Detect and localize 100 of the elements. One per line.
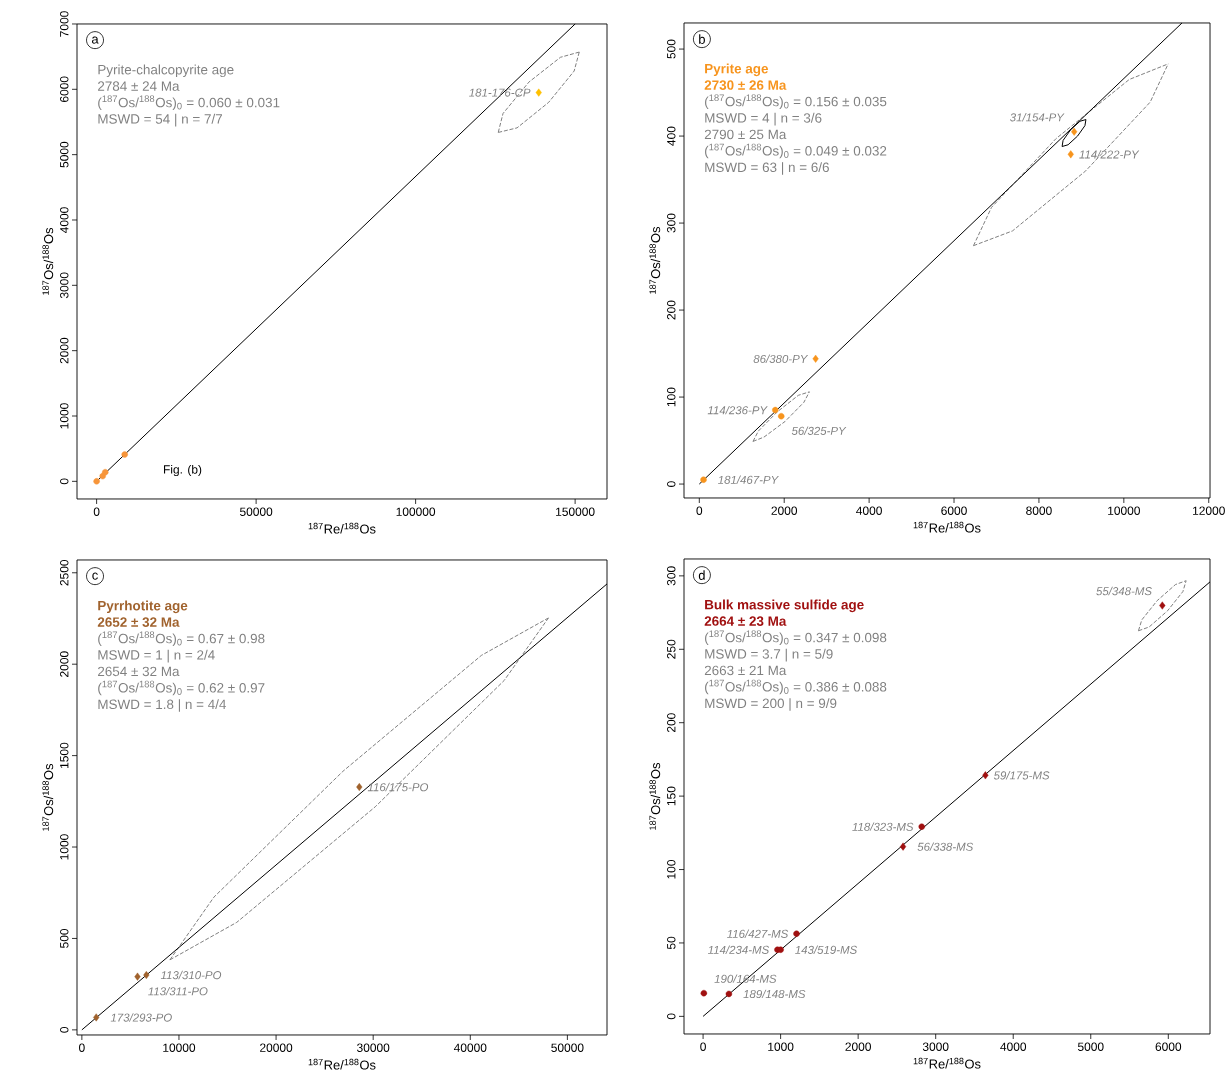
annotation: 2654 ± 32 Ma bbox=[98, 666, 180, 677]
annotation: ($^{187}$Os/$^{188}$Os)$_{0}$ = 0.049 ± 0.032 bbox=[705, 143, 887, 159]
annotation: ($^{187}$Os/$^{188}$Os)$_{0}$ = 0.67 ± 0.98 bbox=[98, 631, 265, 646]
y-axis-title: $^{187}$Os/$^{188}$Os bbox=[42, 763, 54, 831]
text: 2730 ± 26 Ma bbox=[704, 80, 787, 90]
y-tick-label: 5000 bbox=[60, 141, 69, 168]
y-tick-label: 1000 bbox=[60, 834, 69, 860]
annotation: d bbox=[698, 570, 705, 580]
y-tick-label: 500 bbox=[60, 928, 69, 948]
x-tick-label: 12000 bbox=[1193, 506, 1225, 515]
text: Pyrite age bbox=[705, 63, 769, 77]
annotation: ($^{187}$Os/$^{188}$Os)$_{0}$ = 0.386 ± 0.088 bbox=[705, 679, 887, 695]
y-tick-label: 1000 bbox=[60, 403, 69, 429]
y-tick-label: 250 bbox=[667, 639, 676, 659]
y-tick-label: 200 bbox=[667, 300, 676, 320]
x-tick-label: 10000 bbox=[1108, 506, 1140, 515]
text: 2664 ± 23 Ma bbox=[704, 616, 787, 626]
y-tick-label: 0 bbox=[60, 1027, 69, 1033]
x-tick-label: 5000 bbox=[1077, 1042, 1104, 1051]
annotation: 2784 ± 24 Ma bbox=[98, 81, 180, 91]
annotation: 2790 ± 25 Ma bbox=[704, 129, 787, 140]
x-tick-label: 2000 bbox=[771, 506, 798, 515]
y-tick-label: 100 bbox=[667, 387, 676, 407]
y-tick-label: 6000 bbox=[60, 76, 69, 102]
x-tick-label: 4000 bbox=[1000, 1042, 1027, 1051]
y-tick-label: 0 bbox=[667, 1013, 676, 1020]
annotation: ($^{187}$Os/$^{188}$Os)$_{0}$ = 0.347 ± 0.098 bbox=[705, 630, 887, 645]
y-tick-label: 300 bbox=[667, 213, 676, 233]
y-tick-label: 1500 bbox=[60, 742, 69, 768]
x-tick-label: 150000 bbox=[556, 507, 595, 516]
x-tick-label: 50000 bbox=[239, 507, 273, 516]
x-tick-label: 6000 bbox=[1155, 1042, 1182, 1051]
y-tick-label: 7000 bbox=[60, 11, 69, 37]
x-tick-label: 2000 bbox=[845, 1042, 871, 1051]
annotation: 116/175-PO bbox=[367, 782, 429, 792]
x-tick-label: 3000 bbox=[922, 1042, 949, 1051]
x-tick-label: 0 bbox=[79, 1043, 85, 1052]
x-tick-label: 100000 bbox=[396, 507, 436, 516]
text: Bulk massive sulfide age bbox=[705, 599, 864, 613]
y-tick-label: 0 bbox=[667, 481, 676, 487]
x-axis-title: $^{187}$Re/$^{188}$Os bbox=[913, 1057, 981, 1069]
annotation: a bbox=[91, 36, 99, 44]
x-tick-label: 1000 bbox=[768, 1042, 794, 1051]
annotation: 118/323-MS bbox=[852, 822, 914, 831]
text: Pyrrhotite age bbox=[98, 600, 188, 614]
annotation: 143/519-MS bbox=[795, 945, 858, 954]
annotation: c bbox=[92, 572, 98, 580]
annotation: 55/348-MS bbox=[1096, 586, 1152, 596]
y-tick-label: 2000 bbox=[60, 651, 69, 677]
annotation: b bbox=[699, 34, 705, 44]
annotation: 59/175-MS bbox=[993, 771, 1050, 780]
annotation: Pyrite-chalcopyrite age bbox=[98, 64, 234, 78]
y-tick-label: 2500 bbox=[60, 559, 69, 586]
annotation: MSWD = 1.8 | n = 4/4 bbox=[98, 699, 227, 712]
y-tick-label: 500 bbox=[667, 39, 676, 59]
annotation: MSWD = 4 | n = 3/6 bbox=[705, 112, 822, 126]
y-tick-label: 50 bbox=[667, 936, 676, 950]
annotation: 114/236-PY bbox=[707, 405, 768, 415]
y-tick-label: 3000 bbox=[60, 272, 69, 299]
annotation: MSWD = 54 | n = 7/7 bbox=[98, 113, 222, 127]
annotation: ($^{187}$Os/$^{188}$Os)$_{0}$ = 0.060 ± 0.031 bbox=[98, 95, 280, 110]
x-tick-label: 50000 bbox=[551, 1043, 584, 1052]
annotation: 181/467-PY bbox=[718, 475, 779, 484]
annotation: 86/380-PY bbox=[753, 354, 809, 363]
annotation: MSWD = 1 | n = 2/4 bbox=[98, 649, 215, 663]
y-tick-label: 0 bbox=[60, 478, 69, 485]
y-tick-label: 100 bbox=[667, 860, 676, 879]
annotation: 2663 ± 21 Ma bbox=[704, 665, 787, 676]
x-tick-label: 30000 bbox=[357, 1043, 390, 1052]
annotation: 114/222-PY bbox=[1079, 150, 1140, 159]
x-tick-label: 4000 bbox=[856, 506, 882, 515]
x-tick-label: 6000 bbox=[941, 506, 967, 515]
y-tick-label: 150 bbox=[667, 786, 676, 806]
x-tick-label: 40000 bbox=[453, 1043, 487, 1052]
annotation: ($^{187}$Os/$^{188}$Os)$_{0}$ = 0.62 ± 0.97 bbox=[98, 680, 265, 696]
y-tick-label: 200 bbox=[667, 713, 676, 733]
y-axis-title: $^{187}$Os/$^{188}$Os bbox=[649, 226, 661, 294]
x-axis-title: $^{187}$Re/$^{188}$Os bbox=[308, 1058, 376, 1070]
annotation: 116/427-MS bbox=[727, 929, 789, 938]
annotation: 189/148-MS bbox=[743, 989, 806, 999]
annotation: ($^{187}$Os/$^{188}$Os)$_{0}$ = 0.156 ± 0.035 bbox=[705, 94, 887, 109]
annotation: 56/338-MS bbox=[917, 842, 974, 851]
x-tick-label: 8000 bbox=[1026, 506, 1052, 515]
y-tick-label: 4000 bbox=[60, 207, 69, 234]
x-axis-title: $^{187}$Re/$^{188}$Os bbox=[308, 522, 376, 534]
y-axis-title: $^{187}$Os/$^{188}$Os bbox=[42, 227, 54, 295]
annotation: 56/325-PY bbox=[791, 426, 847, 435]
annotation: 173/293-PO bbox=[110, 1013, 172, 1022]
y-tick-label: 2000 bbox=[60, 337, 69, 364]
annotation: MSWD = 200 | n = 9/9 bbox=[705, 698, 837, 711]
x-tick-label: 10000 bbox=[163, 1043, 196, 1052]
text: 2652 ± 32 Ma bbox=[97, 617, 180, 627]
y-tick-label: 300 bbox=[667, 566, 676, 586]
x-axis-title: $^{187}$Re/$^{188}$Os bbox=[913, 521, 981, 533]
x-tick-label: 0 bbox=[700, 1042, 706, 1051]
annotation: 113/311-PO bbox=[148, 986, 208, 996]
annotation: 114/234-MS bbox=[707, 945, 770, 954]
annotation: 113/310-PO bbox=[160, 970, 222, 980]
x-tick-label: 0 bbox=[93, 507, 100, 516]
annotation: 31/154-PY bbox=[1009, 113, 1065, 122]
